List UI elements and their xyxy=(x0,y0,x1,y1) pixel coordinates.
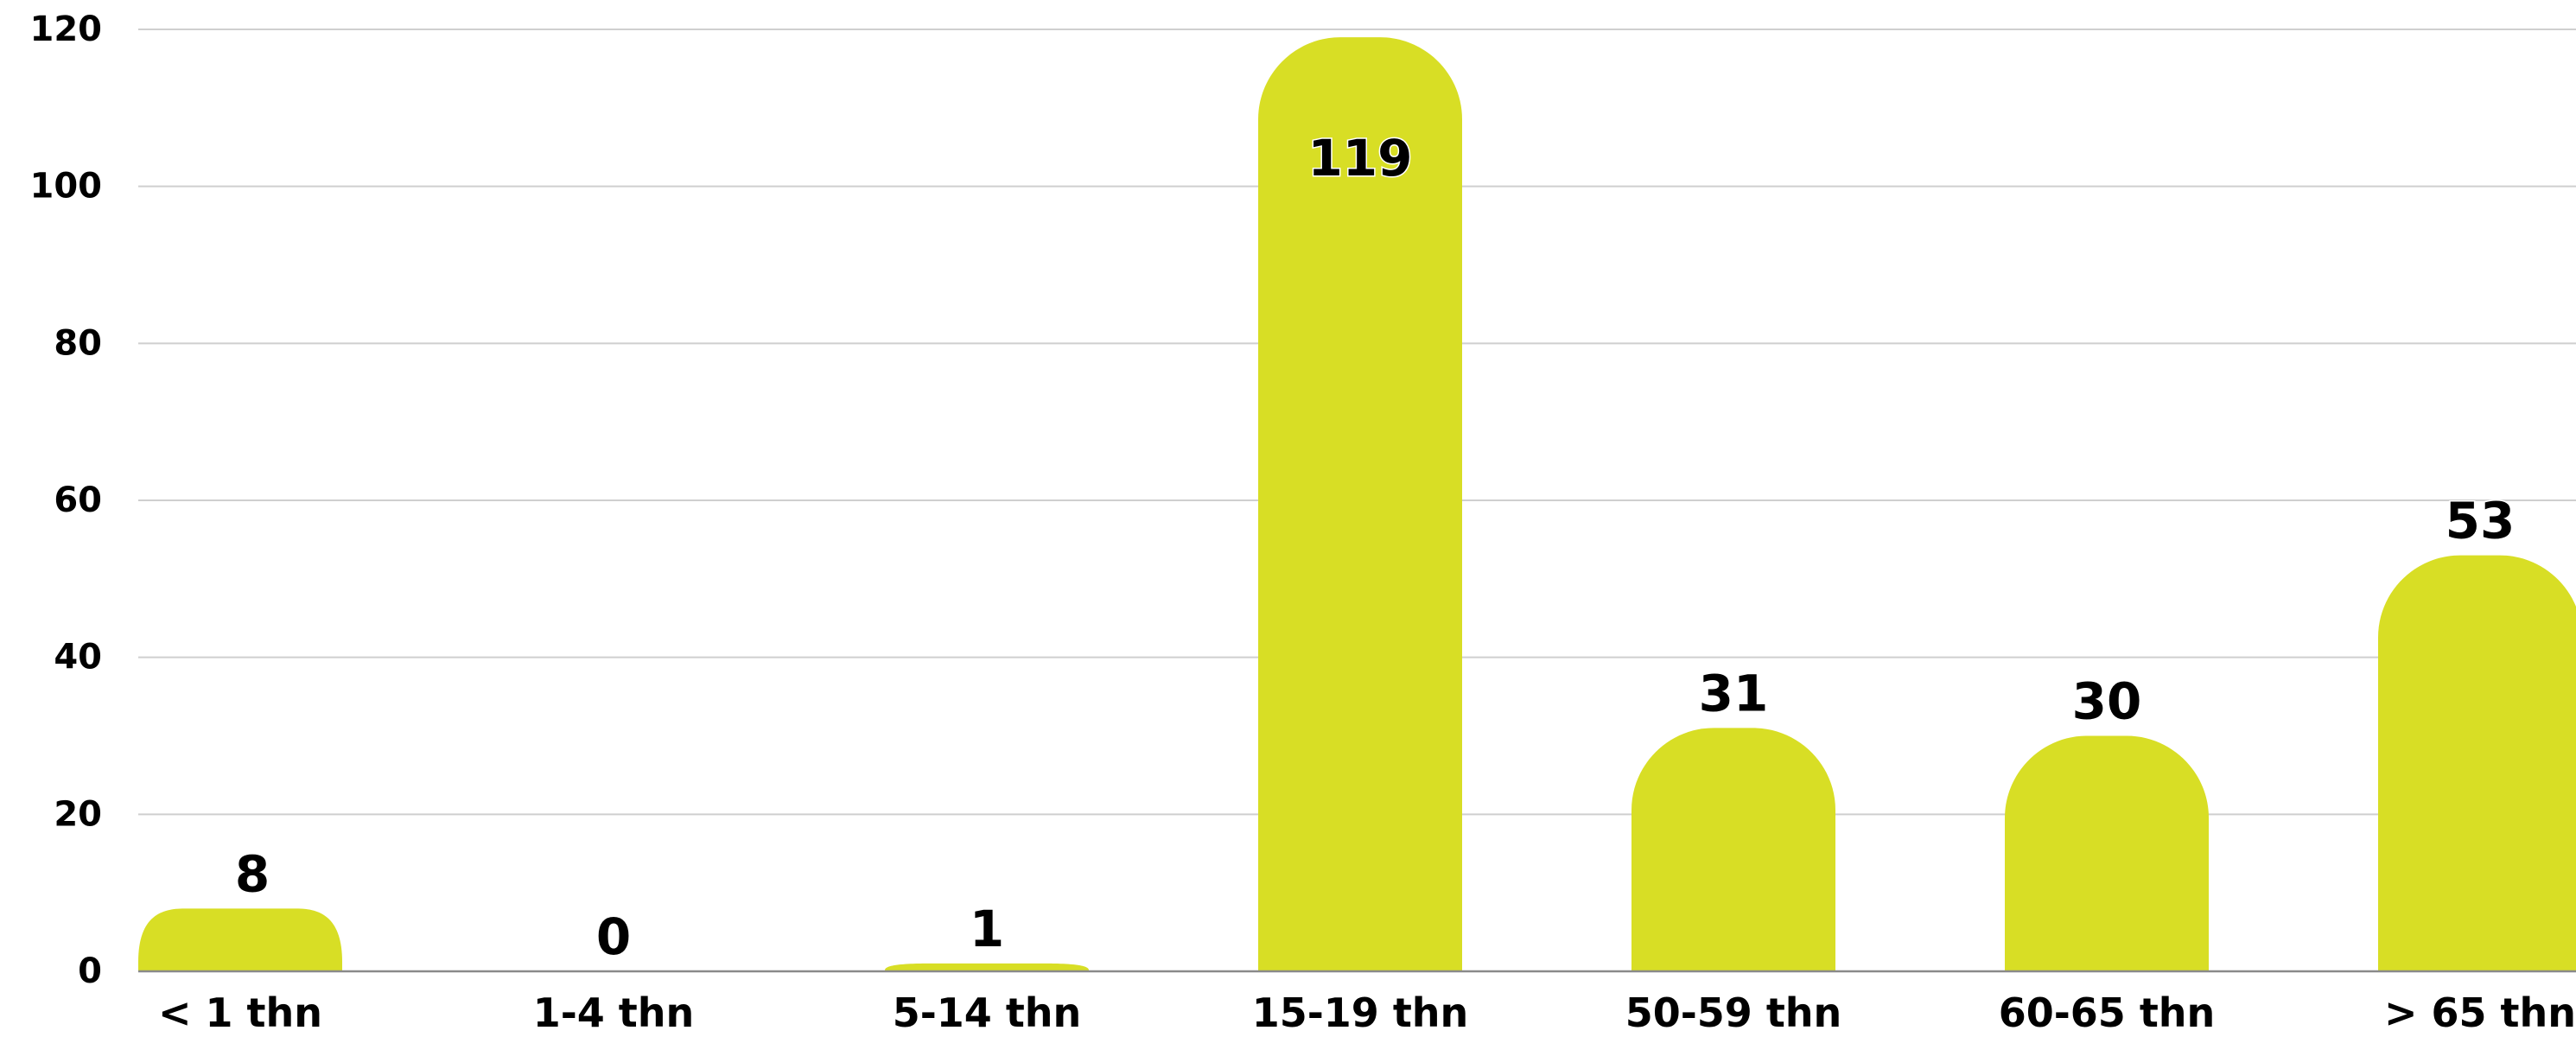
data-label: 31 xyxy=(1699,664,1769,722)
x-tick-label: 5-14 thn xyxy=(893,989,1082,1036)
y-tick-label: 60 xyxy=(54,480,102,520)
data-label: 0 xyxy=(596,907,631,966)
x-tick-label: < 1 thn xyxy=(158,989,322,1036)
bar-4 xyxy=(1258,37,1462,971)
y-tick-label: 20 xyxy=(54,794,102,834)
y-tick-label: 40 xyxy=(54,638,102,678)
data-label: 8 xyxy=(235,844,270,903)
bar-3 xyxy=(885,963,1089,971)
x-tick-label: 1-4 thn xyxy=(533,989,695,1036)
bar-7 xyxy=(2378,555,2576,971)
data-label: 1 xyxy=(970,900,1004,958)
data-label: 30 xyxy=(2072,672,2142,731)
bar-6 xyxy=(2005,735,2209,971)
data-labels: 8 0 1 119 31 30 53 xyxy=(233,128,2516,968)
x-axis-tick-labels: < 1 thn 1-4 thn 5-14 thn 15-19 thn 50-59 thn… xyxy=(158,989,2576,1036)
data-label: 53 xyxy=(2446,492,2516,550)
y-tick-label: 0 xyxy=(78,951,102,991)
bar-5 xyxy=(1631,728,1835,971)
x-tick-label: 60-65 thn xyxy=(1999,989,2216,1036)
x-tick-label: 50-59 thn xyxy=(1625,989,1842,1036)
y-tick-label: 100 xyxy=(30,167,103,207)
bars xyxy=(138,37,2576,971)
y-tick-label: 80 xyxy=(54,323,102,363)
y-axis-tick-labels: 0 20 40 60 80 100 120 xyxy=(30,10,103,991)
y-tick-label: 120 xyxy=(30,10,103,49)
bar-1 xyxy=(138,908,342,971)
x-tick-label: 15-19 thn xyxy=(1252,989,1469,1036)
x-tick-label: > 65 thn xyxy=(2384,989,2576,1036)
data-label: 119 xyxy=(1307,129,1412,188)
